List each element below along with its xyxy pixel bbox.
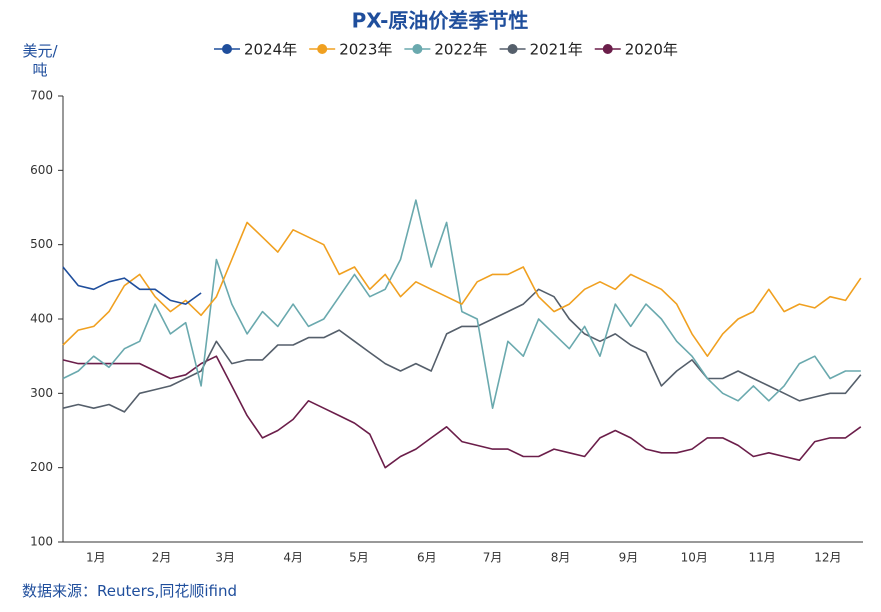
x-tick-label: 6月: [417, 551, 437, 565]
y-tick-label: 600: [30, 163, 53, 177]
y-tick-label: 400: [30, 312, 53, 326]
chart-title: PX-原油价差季节性: [352, 9, 529, 33]
x-tick-label: 12月: [814, 551, 841, 565]
legend-marker: [412, 44, 423, 54]
legend-label: 2024年: [244, 41, 297, 59]
series-line: [62, 266, 202, 305]
legend-marker: [317, 44, 328, 54]
legend-label: 2020年: [625, 41, 678, 59]
y-tick-label: 700: [30, 89, 53, 103]
series-line: [62, 221, 862, 357]
x-tick-label: 10月: [681, 551, 708, 565]
x-tick-label: 8月: [551, 551, 571, 565]
x-tick-label: 1月: [86, 551, 106, 565]
x-tick-label: 11月: [749, 551, 776, 565]
y-tick-label: 100: [30, 535, 53, 549]
x-tick-label: 5月: [349, 551, 369, 565]
legend-marker: [507, 44, 518, 54]
source-note: 数据来源：Reuters,同花顺ifind: [22, 582, 237, 600]
y-tick-label: 300: [30, 386, 53, 400]
legend-label: 2022年: [434, 41, 487, 59]
series-line: [62, 288, 862, 413]
x-tick-label: 7月: [483, 551, 503, 565]
series-line: [62, 199, 861, 409]
x-tick-label: 3月: [215, 551, 235, 565]
x-tick-label: 4月: [283, 551, 303, 565]
legend-marker: [222, 44, 232, 54]
y-tick-label: 500: [30, 237, 53, 251]
legend-marker: [602, 44, 613, 54]
y-tick-label: 200: [30, 460, 53, 474]
y-axis-label: 美元/吨: [22, 42, 58, 79]
x-tick-label: 9月: [619, 551, 639, 565]
x-tick-label: 2月: [152, 551, 172, 565]
legend-label: 2023年: [339, 41, 392, 59]
legend-label: 2021年: [530, 41, 583, 59]
